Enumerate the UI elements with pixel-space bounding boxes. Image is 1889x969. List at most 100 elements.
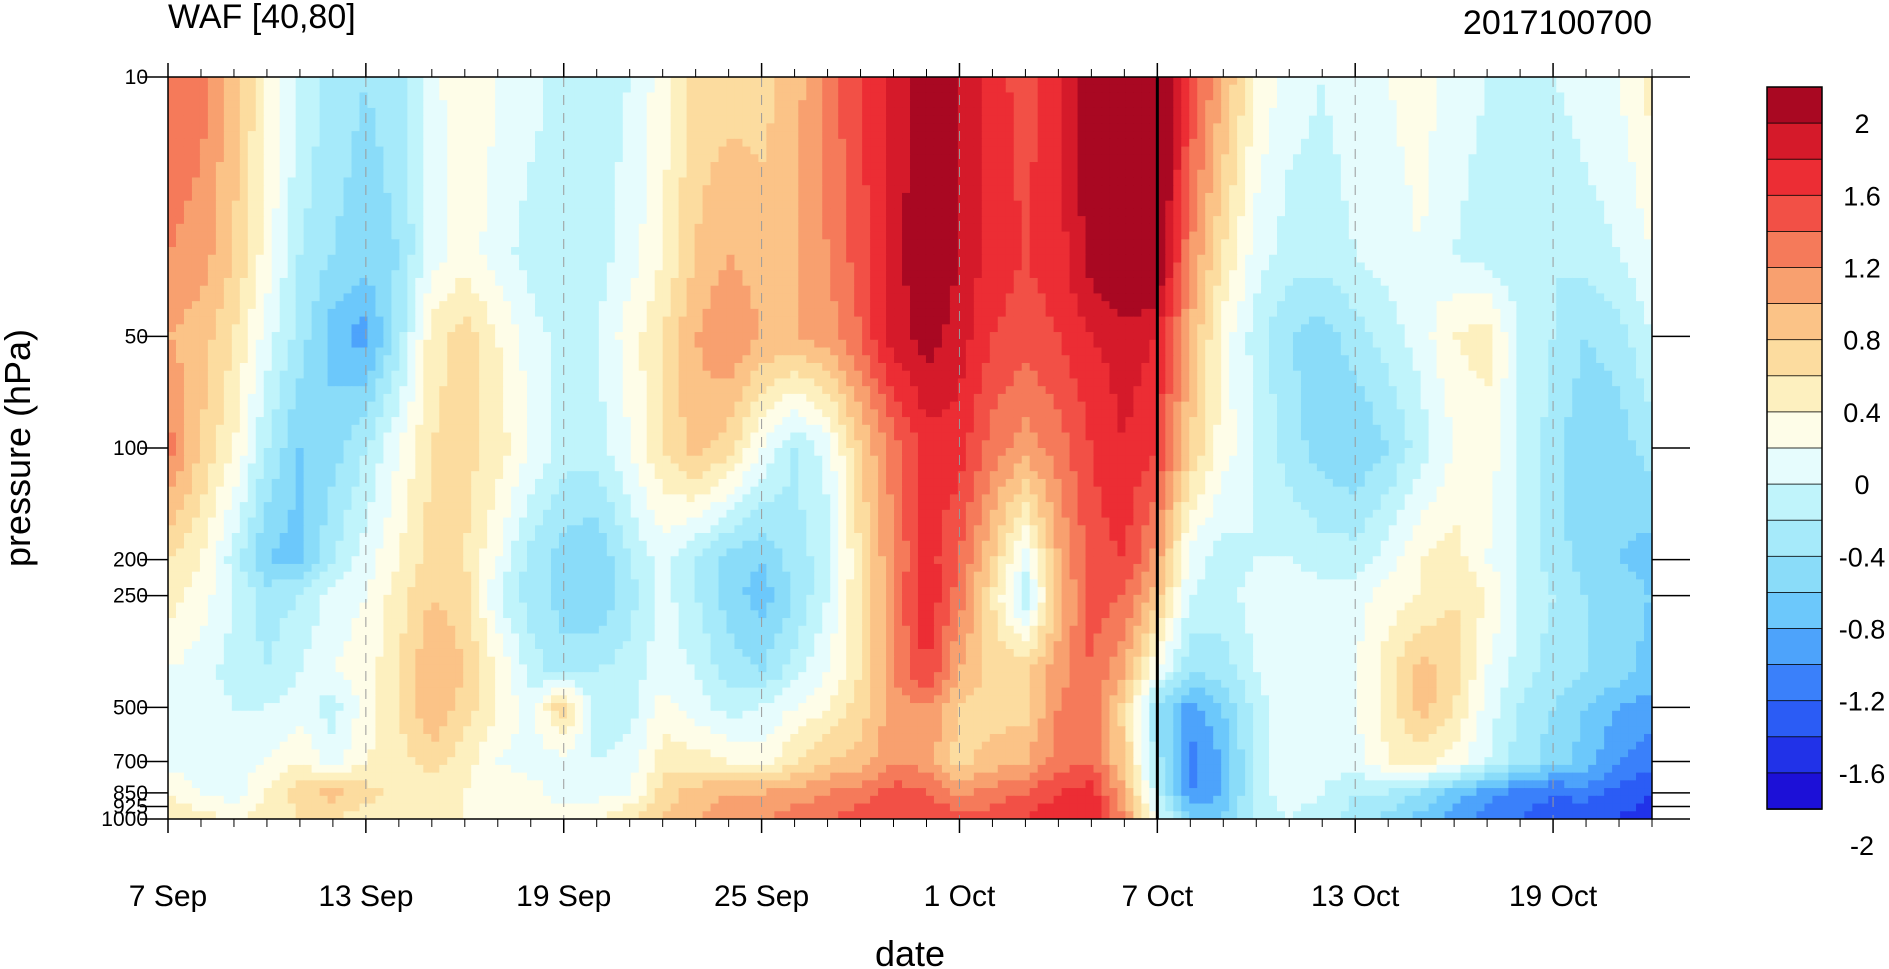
contour-cell [806,92,815,101]
contour-cell [957,138,967,148]
contour-cell [1037,185,1047,194]
contour-cell [1300,270,1310,279]
contour-cell [1237,231,1246,240]
contour-cell [487,185,496,194]
contour-cell [175,92,185,101]
contour-cell [287,77,297,86]
contour-cell [910,223,919,233]
contour-cell [550,107,560,117]
contour-cell [455,200,464,209]
contour-cell [183,239,193,248]
contour-cell [1292,92,1302,101]
contour-cell [168,84,177,94]
contour-cell [997,131,1007,140]
contour-cell [894,115,903,124]
contour-cell [1221,107,1230,117]
contour-cell [1037,107,1047,117]
contour-cell [702,84,712,94]
contour-cell [335,208,345,217]
contour-cell [742,154,752,163]
contour-cell [1245,223,1254,233]
contour-cell [1221,100,1230,109]
contour-cell [886,208,895,217]
contour-cell [782,146,791,155]
contour-cell [239,177,249,186]
contour-cell [646,254,656,264]
contour-cell [606,262,616,271]
contour-cell [1133,138,1142,148]
contour-cell [542,131,552,140]
contour-cell [949,77,959,86]
contour-cell [910,146,919,155]
contour-cell [542,247,552,256]
contour-cell [790,262,799,271]
contour-cell [694,216,704,225]
contour-cell [1197,192,1206,202]
contour-cell [1061,247,1071,256]
contour-cell [263,177,273,186]
contour-cell [702,277,712,287]
contour-cell [1484,177,1494,186]
contour-cell [375,277,385,287]
contour-cell [925,146,935,155]
contour-cell [487,239,496,248]
contour-cell [1436,177,1446,186]
contour-cell [1221,115,1230,124]
contour-cell [199,84,209,94]
contour-cell [630,84,640,94]
contour-cell [726,131,736,140]
contour-cell [1628,262,1637,271]
contour-cell [973,223,983,233]
contour-cell [1516,169,1525,179]
contour-cell [566,262,576,271]
contour-cell [247,239,257,248]
contour-cell [678,146,688,155]
contour-cell [239,146,249,155]
contour-cell [535,277,544,287]
contour-cell [1548,216,1557,225]
contour-cell [511,239,520,248]
contour-cell [1125,185,1134,194]
contour-cell [1197,123,1206,132]
contour-cell [407,277,416,287]
contour-cell [774,277,783,287]
contour-cell [830,162,839,171]
contour-cell [1324,192,1334,202]
contour-cell [383,216,392,225]
contour-cell [941,123,951,132]
contour-cell [766,77,775,86]
contour-cell [846,115,855,124]
contour-cell [407,131,416,140]
contour-cell [1356,107,1366,117]
contour-cell [694,131,704,140]
contour-cell [215,123,225,132]
contour-cell [1580,231,1589,240]
contour-cell [255,84,265,94]
contour-cell [495,192,504,202]
contour-cell [1029,208,1039,217]
contour-cell [566,247,576,256]
contour-cell [311,208,321,217]
contour-cell [1013,84,1023,94]
contour-cell [1213,216,1222,225]
contour-cell [1253,208,1262,217]
contour-cell [1229,200,1238,209]
contour-cell [798,162,807,171]
contour-cell [447,131,456,140]
contour-cell [742,77,752,86]
contour-cell [463,231,472,240]
contour-cell [1205,115,1214,124]
contour-cell [997,223,1007,233]
contour-cell [1245,92,1254,101]
contour-cell [574,107,584,117]
contour-cell [1045,169,1055,179]
contour-cell [1308,177,1318,186]
contour-cell [1636,92,1645,101]
contour-cell [215,162,225,171]
contour-cell [862,185,871,194]
contour-cell [894,262,903,271]
contour-cell [670,100,680,109]
contour-cell [566,154,576,163]
contour-cell [207,154,217,163]
contour-cell [263,77,273,86]
